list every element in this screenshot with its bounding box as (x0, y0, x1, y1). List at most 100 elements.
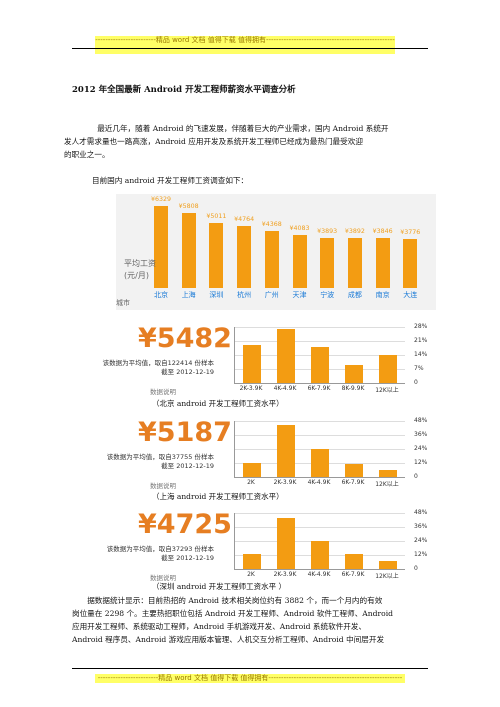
distribution-bar (277, 517, 295, 569)
category-label: 北京 (154, 291, 168, 299)
y-tick-label: 24% (414, 537, 428, 544)
city-bar (154, 206, 168, 288)
sample-note: 该数据为平均值，取自37755 份样本 截至 2012-12-19 (96, 453, 214, 471)
distribution-plot (234, 513, 405, 570)
sample-note-line: 该数据为平均值，取自122414 份样本 (102, 359, 214, 367)
bar-value-label: ¥3776 (400, 229, 421, 237)
distribution-bar (277, 424, 295, 477)
y-tick-label: 0 (414, 473, 418, 480)
header-banner: ------------------------精品 word 文档 值得下载 … (95, 36, 395, 54)
distribution-bar (379, 470, 397, 477)
sample-note-line: 截至 2012-12-19 (161, 462, 214, 470)
x-tick-label: 4K-4.9K (273, 385, 297, 392)
distribution-bar (243, 463, 261, 477)
header-rule (72, 48, 428, 49)
stats-line: 岗位量在 2298 个。主要热招职位包括 Android 开发工程师、Andro… (72, 609, 394, 618)
sample-note-line: 截至 2012-12-19 (161, 368, 214, 376)
stats-line: 据数据统计显示：目前热招的 Android 技术相关岗位约有 3882 个，而一… (87, 596, 383, 605)
average-salary: ¥5482 (138, 323, 232, 354)
data-info-link[interactable]: 数据说明 (150, 574, 176, 582)
category-label: 天津 (292, 291, 307, 299)
y-tick-label: 36% (414, 523, 428, 530)
y-tick-label: 12% (414, 459, 428, 466)
category-label: 上海 (181, 291, 196, 299)
x-tick-label: 4K-4.9K (307, 479, 331, 486)
distribution-bar (311, 541, 329, 569)
y-axis-label-line: 平均工资 (124, 259, 156, 268)
sample-note: 该数据为平均值，取自37293 份样本 截至 2012-12-19 (96, 545, 214, 563)
sample-note-line: 该数据为平均值，取自37293 份样本 (106, 545, 214, 553)
y-tick-label: 24% (414, 445, 428, 452)
category-label: 宁波 (320, 291, 335, 299)
distribution-bar (379, 355, 397, 383)
x-tick-label: 12K以上 (375, 481, 399, 488)
bar-value-label: ¥4368 (261, 221, 282, 229)
x-tick-label: 6K-7.9K (307, 385, 331, 392)
gridline (235, 327, 405, 328)
distribution-bar (277, 329, 295, 383)
distribution-bar (345, 464, 363, 477)
y-tick-label: 14% (414, 351, 428, 358)
distribution-bar (345, 365, 363, 383)
city-salary-chart: ¥6329 北京 ¥5808 上海 ¥5011 深圳 ¥4764 杭州 ¥4368 广州 ¥4083… (116, 194, 436, 310)
data-info-link[interactable]: 数据说明 (150, 482, 176, 490)
x-tick-label: 12K以上 (375, 573, 399, 580)
page-title: 2012 年全国最新 Android 开发工程师薪资水平调查分析 (72, 85, 296, 95)
y-tick-label: 7% (414, 365, 424, 372)
bar-value-label: ¥5808 (178, 202, 199, 210)
x-tick-label: 2K-3.9K (239, 385, 263, 392)
city-bar (209, 223, 224, 288)
city-bar (181, 212, 196, 288)
sample-note-line: 截至 2012-12-19 (161, 554, 214, 562)
y-tick-label: 36% (414, 431, 428, 438)
distribution-bar (311, 347, 329, 383)
y-axis-label-line: (元/月) (124, 271, 149, 280)
city-bar (403, 239, 418, 288)
data-info-link[interactable]: 数据说明 (150, 388, 176, 396)
bar-value-label: ¥3892 (344, 227, 365, 235)
y-tick-label: 48% (414, 417, 428, 424)
bar-value-label: ¥3846 (372, 228, 393, 236)
distribution-bar (311, 449, 329, 477)
sample-note: 该数据为平均值，取自122414 份样本 截至 2012-12-19 (96, 359, 214, 377)
shanghai-panel: ¥5187 该数据为平均值，取自37755 份样本 截至 2012-12-19 数据说… (96, 417, 436, 495)
category-label: 大连 (403, 291, 418, 299)
gridline (235, 421, 405, 422)
y-tick-label: 12% (414, 551, 428, 558)
y-tick-label: 48% (414, 509, 428, 516)
sample-note-line: 该数据为平均值，取自37755 份样本 (106, 453, 214, 461)
average-salary: ¥5187 (138, 417, 232, 448)
x-tick-label: 2K-3.9K (273, 571, 297, 578)
stats-paragraph: 据数据统计显示：目前热招的 Android 技术相关岗位约有 3882 个，而一… (72, 594, 428, 646)
category-label: 杭州 (237, 291, 252, 299)
gridline (235, 435, 405, 436)
beijing-caption: （北京 android 开发工程师工资水平） (152, 399, 284, 408)
category-label: 成都 (347, 291, 362, 299)
lead-text: 目前国内 android 开发工程师工资调查如下： (92, 176, 249, 185)
x-tick-label: 6K-7.9K (341, 571, 365, 578)
intro-line: 的职业之一。 (64, 150, 110, 159)
footer-rule (72, 668, 428, 669)
intro-paragraph: 最近几年，随着 Android 的飞速发展，伴随着巨大的产业需求，国内 Andr… (64, 122, 420, 161)
intro-line: 最近几年，随着 Android 的飞速发展，伴随着巨大的产业需求，国内 Andr… (97, 124, 389, 133)
city-bar (320, 237, 335, 288)
x-tick-label: 2K (247, 571, 255, 578)
x-axis-label: 城市 (116, 299, 130, 307)
x-tick-label: 4K-4.9K (307, 571, 331, 578)
x-tick-label: 6K-7.9K (341, 479, 365, 486)
bar-value-label: ¥3893 (317, 227, 338, 235)
x-tick-label: 12K以上 (375, 387, 399, 394)
shanghai-caption: （上海 android 开发工程师工资水平） (152, 492, 284, 501)
distribution-bar (243, 553, 261, 569)
gridline (235, 527, 405, 528)
bar-value-label: ¥4083 (289, 225, 310, 233)
city-bar (347, 237, 362, 288)
bar-value-label: ¥5011 (206, 213, 227, 221)
distribution-plot (234, 327, 405, 384)
shenzhen-caption: （深圳 android 开发工程师工资水平 ） (152, 582, 287, 591)
y-tick-label: 28% (414, 323, 428, 330)
distribution-bar (345, 553, 363, 569)
y-axis-label: 平均工资 (元/月) (124, 258, 156, 282)
city-bar (375, 238, 390, 288)
bar-value-label: ¥6329 (150, 196, 172, 203)
